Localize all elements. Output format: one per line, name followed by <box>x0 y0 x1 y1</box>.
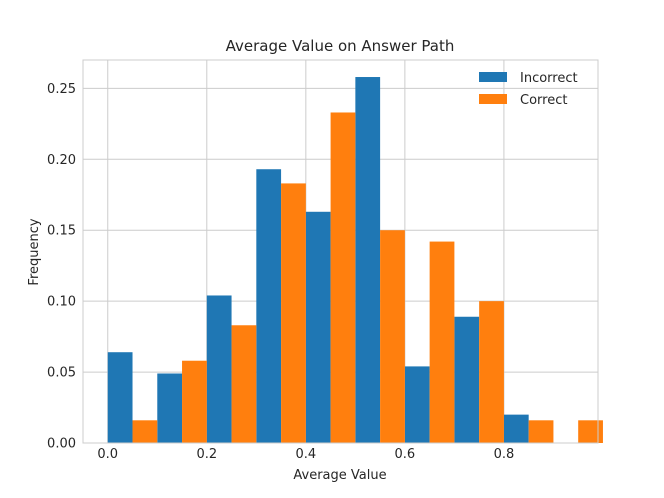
bar-incorrect <box>355 77 381 444</box>
bar-incorrect <box>107 352 133 443</box>
x-tick-label: 0.6 <box>395 447 416 462</box>
y-tick-label: 0.15 <box>47 224 76 239</box>
y-tick-label: 0.05 <box>47 366 76 381</box>
y-tick-label: 0.10 <box>47 295 76 310</box>
y-tick-labels: 0.00 0.05 0.10 0.15 0.20 0.25 <box>47 82 76 452</box>
legend-swatch-correct <box>479 94 507 104</box>
bar-correct <box>182 360 207 443</box>
plot-frame <box>82 59 599 444</box>
bar-correct <box>578 420 603 443</box>
x-tick-label: 0.4 <box>295 447 316 462</box>
legend-label-correct: Correct <box>520 93 567 108</box>
bar-incorrect <box>157 373 183 443</box>
y-tick-label: 0.00 <box>47 437 76 452</box>
bar-correct <box>281 183 306 443</box>
x-axis-label: Average Value <box>293 468 386 483</box>
x-tick-label: 0.8 <box>494 447 515 462</box>
bar-incorrect <box>256 169 282 443</box>
bar-correct <box>528 420 554 443</box>
x-tick-label: 0.0 <box>97 447 118 462</box>
bar-incorrect <box>206 295 232 443</box>
legend: Incorrect Correct <box>479 71 578 108</box>
bar-correct <box>479 301 504 443</box>
bar-correct <box>429 241 455 443</box>
x-tick-labels: 0.0 0.2 0.4 0.6 0.8 <box>97 447 514 462</box>
bar-incorrect <box>404 366 430 443</box>
bar-incorrect <box>503 414 529 443</box>
bar-correct <box>132 420 158 443</box>
bars <box>107 77 603 444</box>
y-tick-label: 0.20 <box>47 153 76 168</box>
bar-correct <box>330 112 356 444</box>
chart-title: Average Value on Answer Path <box>226 37 455 55</box>
y-tick-label: 0.25 <box>47 82 76 97</box>
bar-incorrect <box>305 211 331 443</box>
bar-correct <box>231 325 257 443</box>
legend-swatch-incorrect <box>479 72 507 82</box>
y-axis-label: Frequency <box>27 218 42 285</box>
bar-incorrect <box>454 316 480 443</box>
x-tick-label: 0.2 <box>196 447 217 462</box>
legend-label-incorrect: Incorrect <box>520 71 578 86</box>
bar-correct <box>380 230 405 443</box>
